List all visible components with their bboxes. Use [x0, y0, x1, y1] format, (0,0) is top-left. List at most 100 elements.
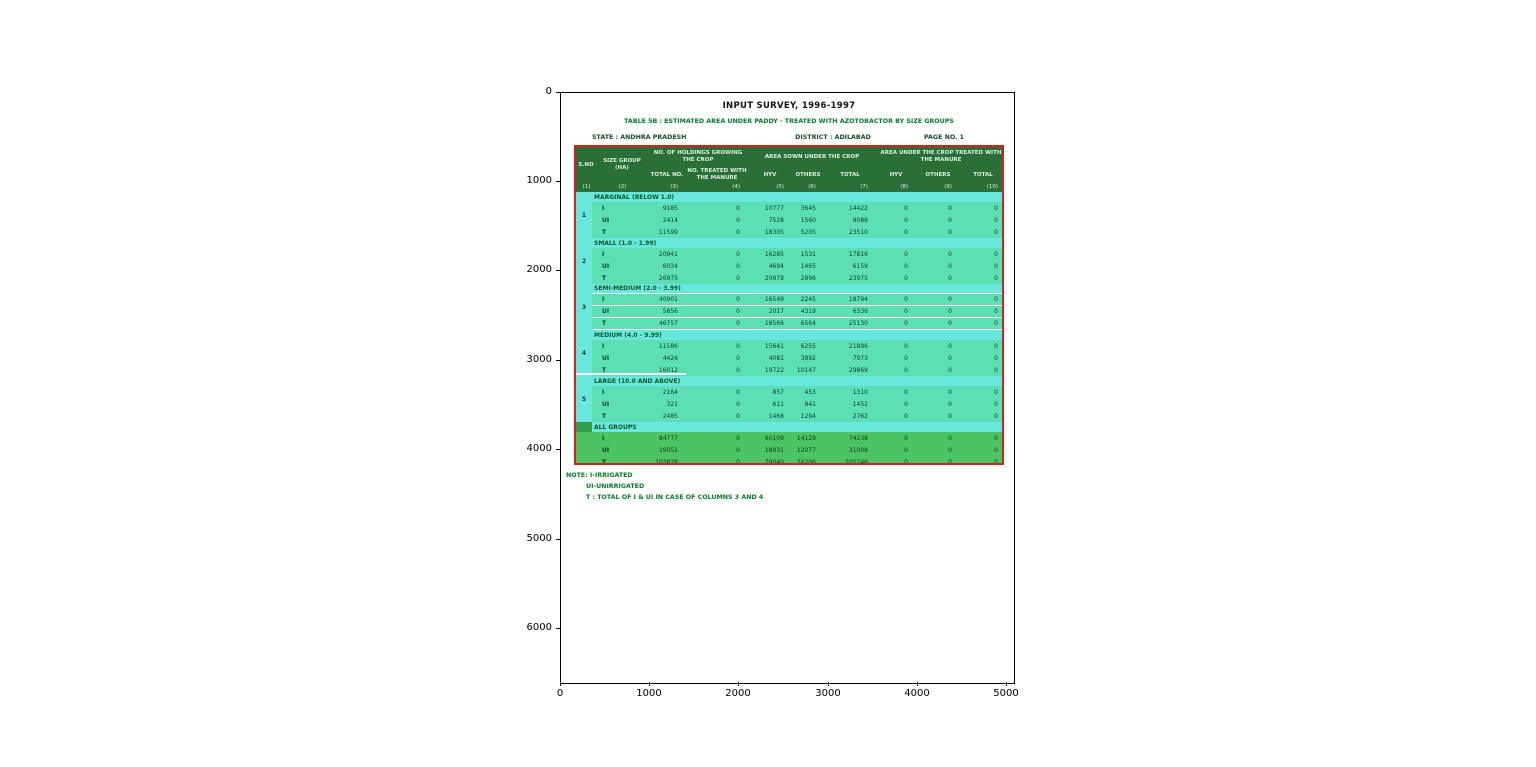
value-cell: 0 [736, 434, 740, 442]
value-cell: 0 [994, 320, 998, 327]
size-group-block: 4 MEDIUM (4.0 - 9.99) I 11586 0 15641 6255 2189… [576, 330, 1002, 376]
value-cell: 611 [772, 400, 784, 408]
value-cell: 0 [736, 446, 740, 454]
value-cell: 29869 [848, 366, 868, 374]
value-cell: 0 [736, 296, 740, 303]
y-tick-mark [556, 92, 560, 93]
value-cell: 2485 [662, 412, 678, 420]
value-cell: 0 [904, 228, 908, 236]
x-tick-mark [917, 682, 918, 686]
page-label: PAGE NO. 1 [924, 134, 965, 141]
value-cell: 1294 [800, 412, 816, 420]
value-cell: 5205 [800, 228, 816, 236]
value-cell: 0 [736, 228, 740, 236]
row-label: T [602, 366, 607, 374]
value-cell: 6255 [800, 342, 816, 350]
value-cell: 4319 [800, 308, 816, 315]
header-treated-hyv: HYV [889, 171, 903, 178]
row-label: I [602, 342, 605, 350]
value-cell: 0 [994, 446, 998, 454]
header-treated-total: TOTAL [973, 171, 993, 178]
value-cell: 0 [948, 250, 952, 258]
value-cell: 1310 [852, 388, 868, 396]
x-tick-label: 4000 [904, 688, 930, 699]
x-tick-label: 5000 [993, 688, 1019, 699]
document-meta-row: STATE : ANDHRA PRADESH DISTRICT : ADILAB… [574, 134, 1004, 141]
footnote-line: UI-UNIRRIGATED [586, 483, 645, 490]
size-group-label: ALL GROUPS [592, 422, 1002, 432]
value-cell: 0 [904, 400, 908, 408]
value-cell: 0 [736, 320, 740, 327]
x-tick-mark [1006, 682, 1007, 686]
size-group-block: 2 SMALL (1.0 - 1.99) I 20941 0 16285 1531 17816… [576, 238, 1002, 284]
value-cell: 0 [904, 342, 908, 350]
value-cell: 40901 [658, 296, 678, 303]
header-col-number: (8) [900, 184, 908, 191]
table-row: I 2164 0 857 453 1310 0 0 0 [592, 386, 1002, 398]
serial-number-cell: 3 [576, 284, 592, 330]
value-cell: 21896 [848, 342, 868, 350]
header-col-number: (4) [732, 184, 740, 191]
value-cell: 0 [948, 262, 952, 270]
value-cell: 9088 [852, 216, 868, 224]
y-tick-mark [556, 449, 560, 450]
value-cell: 0 [948, 274, 952, 282]
value-cell: 0 [904, 250, 908, 258]
size-group-label: LARGE (10.0 AND ABOVE) [592, 376, 1002, 386]
value-cell: 2996 [800, 274, 816, 282]
value-cell: 46757 [658, 320, 678, 327]
y-tick-mark [556, 628, 560, 629]
value-cell: 11599 [658, 228, 678, 236]
table-row: I 20941 0 16285 1531 17816 0 0 0 [592, 248, 1002, 260]
value-cell: 0 [736, 262, 740, 270]
value-cell: 0 [994, 274, 998, 282]
value-cell: 0 [948, 204, 952, 212]
value-cell: 26206 [796, 458, 816, 465]
y-tick-label: 3000 [526, 354, 552, 365]
value-cell: 16012 [658, 366, 678, 374]
value-cell: 10777 [764, 204, 784, 212]
value-cell: 0 [736, 274, 740, 282]
size-group-block: 5 LARGE (10.0 AND ABOVE) I 2164 0 857 453 1310 0… [576, 376, 1002, 422]
y-tick-mark [556, 360, 560, 361]
x-tick-label: 3000 [815, 688, 841, 699]
value-cell: 0 [904, 388, 908, 396]
value-cell: 5856 [662, 308, 678, 315]
value-cell: 3645 [800, 204, 816, 212]
value-cell: 0 [994, 400, 998, 408]
serial-number-cell: 4 [576, 330, 592, 376]
y-tick-label: 6000 [526, 622, 552, 633]
y-tick-label: 0 [545, 86, 552, 97]
value-cell: 2164 [662, 388, 678, 396]
value-cell: 0 [948, 458, 952, 465]
white-separator-line [576, 373, 686, 375]
value-cell: 0 [904, 296, 908, 303]
value-cell: 0 [948, 446, 952, 454]
value-cell: 0 [904, 354, 908, 362]
x-tick-label: 2000 [725, 688, 751, 699]
value-cell: 4694 [768, 262, 784, 270]
value-cell: 6336 [852, 308, 868, 315]
value-cell: 0 [736, 366, 740, 374]
value-cell: 0 [736, 250, 740, 258]
value-cell: 0 [994, 308, 998, 315]
size-group-label: SMALL (1.0 - 1.99) [592, 238, 1002, 248]
value-cell: 31008 [848, 446, 868, 454]
value-cell: 0 [994, 412, 998, 420]
row-label: T [602, 320, 607, 327]
y-tick-mark [556, 270, 560, 271]
value-cell: 0 [994, 458, 998, 465]
value-cell: 0 [736, 308, 740, 315]
value-cell: 0 [948, 228, 952, 236]
row-label: T [602, 228, 607, 236]
value-cell: 19722 [764, 366, 784, 374]
value-cell: 12077 [796, 446, 816, 454]
document-title: INPUT SURVEY, 1996-1997 [722, 101, 856, 111]
value-cell: 0 [994, 342, 998, 350]
table-row: T 26975 0 20979 2996 23975 0 0 0 [592, 272, 1002, 284]
value-cell: 84777 [658, 434, 678, 442]
value-cell: 0 [994, 434, 998, 442]
header-treated-others: OTHERS [925, 171, 951, 178]
header-col-number: (7) [860, 184, 868, 191]
value-cell: 0 [994, 354, 998, 362]
